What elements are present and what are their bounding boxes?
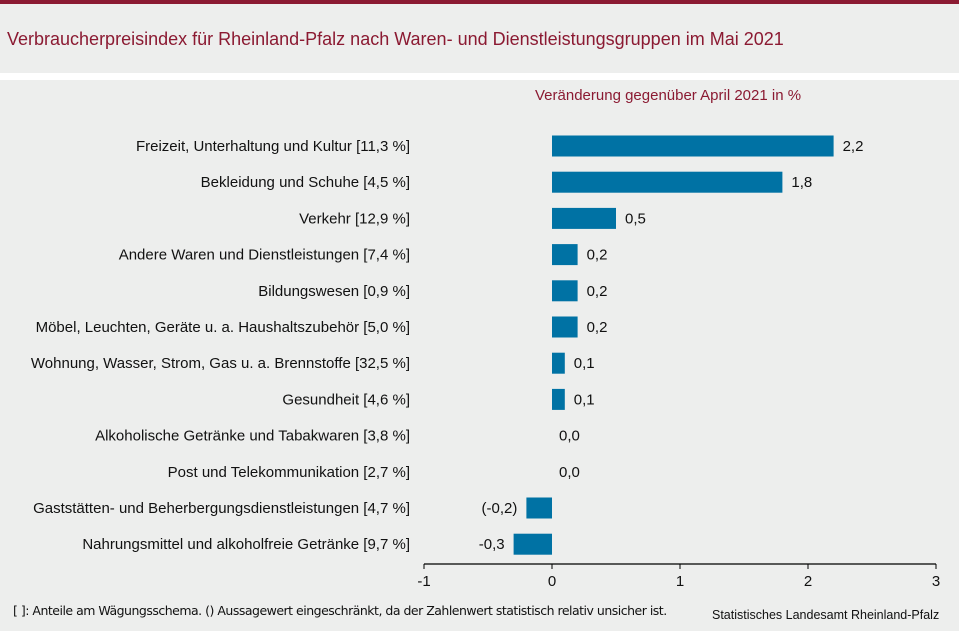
x-tick-label: 2 — [804, 573, 812, 590]
category-label: Wohnung, Wasser, Strom, Gas u. a. Brenns… — [31, 355, 410, 372]
value-label: 0,0 — [559, 464, 580, 481]
category-label: Verkehr [12,9 %] — [299, 210, 410, 227]
value-label: (-0,2) — [482, 500, 518, 517]
chart-title: Verbraucherpreisindex für Rheinland-Pfal… — [7, 29, 784, 49]
category-label: Gesundheit [4,6 %] — [282, 391, 410, 408]
chart-area — [0, 80, 959, 631]
source-credit: Statistisches Landesamt Rheinland-Pfalz — [712, 608, 940, 622]
value-label: 1,8 — [791, 174, 812, 191]
x-tick-label: -1 — [417, 573, 430, 590]
bar — [552, 171, 783, 193]
bar — [552, 352, 565, 374]
x-tick-label: 3 — [932, 573, 940, 590]
bar — [552, 244, 578, 266]
bar — [552, 135, 834, 157]
value-label: 2,2 — [843, 138, 864, 155]
value-label: -0,3 — [479, 536, 505, 553]
category-label: Gaststätten- und Beherbergungsdienstleis… — [33, 500, 410, 517]
value-label: 0,5 — [625, 210, 646, 227]
header-band: Verbraucherpreisindex für Rheinland-Pfal… — [0, 4, 959, 73]
value-label: 0,1 — [574, 355, 595, 372]
bar — [526, 497, 552, 519]
category-label: Bildungswesen [0,9 %] — [258, 283, 410, 300]
category-label: Möbel, Leuchten, Geräte u. a. Haushaltsz… — [36, 319, 410, 336]
value-label: 0,1 — [574, 391, 595, 408]
bar — [552, 316, 578, 338]
category-label: Post und Telekommunikation [2,7 %] — [168, 464, 410, 481]
category-label: Freizeit, Unterhaltung und Kultur [11,3 … — [136, 138, 410, 155]
chart-subtitle: Veränderung gegenüber April 2021 in % — [535, 87, 802, 104]
category-label: Bekleidung und Schuhe [4,5 %] — [201, 174, 410, 191]
value-label: 0,2 — [587, 319, 608, 336]
header-separator — [0, 73, 959, 80]
footnote: [ ]: Anteile am Wägungsschema. () Aussag… — [13, 603, 667, 618]
x-tick-label: 0 — [548, 573, 556, 590]
value-label: 0,0 — [559, 428, 580, 445]
category-label: Andere Waren und Dienstleistungen [7,4 %… — [119, 247, 410, 264]
x-tick-label: 1 — [676, 573, 684, 590]
value-label: 0,2 — [587, 247, 608, 264]
value-label: 0,2 — [587, 283, 608, 300]
bar — [513, 533, 552, 555]
bar — [552, 280, 578, 302]
category-label: Nahrungsmittel und alkoholfreie Getränke… — [82, 536, 410, 553]
top-accent-rule — [0, 0, 959, 4]
bar — [552, 207, 616, 229]
category-label: Alkoholische Getränke und Tabakwaren [3,… — [95, 428, 410, 445]
bar — [552, 388, 565, 410]
